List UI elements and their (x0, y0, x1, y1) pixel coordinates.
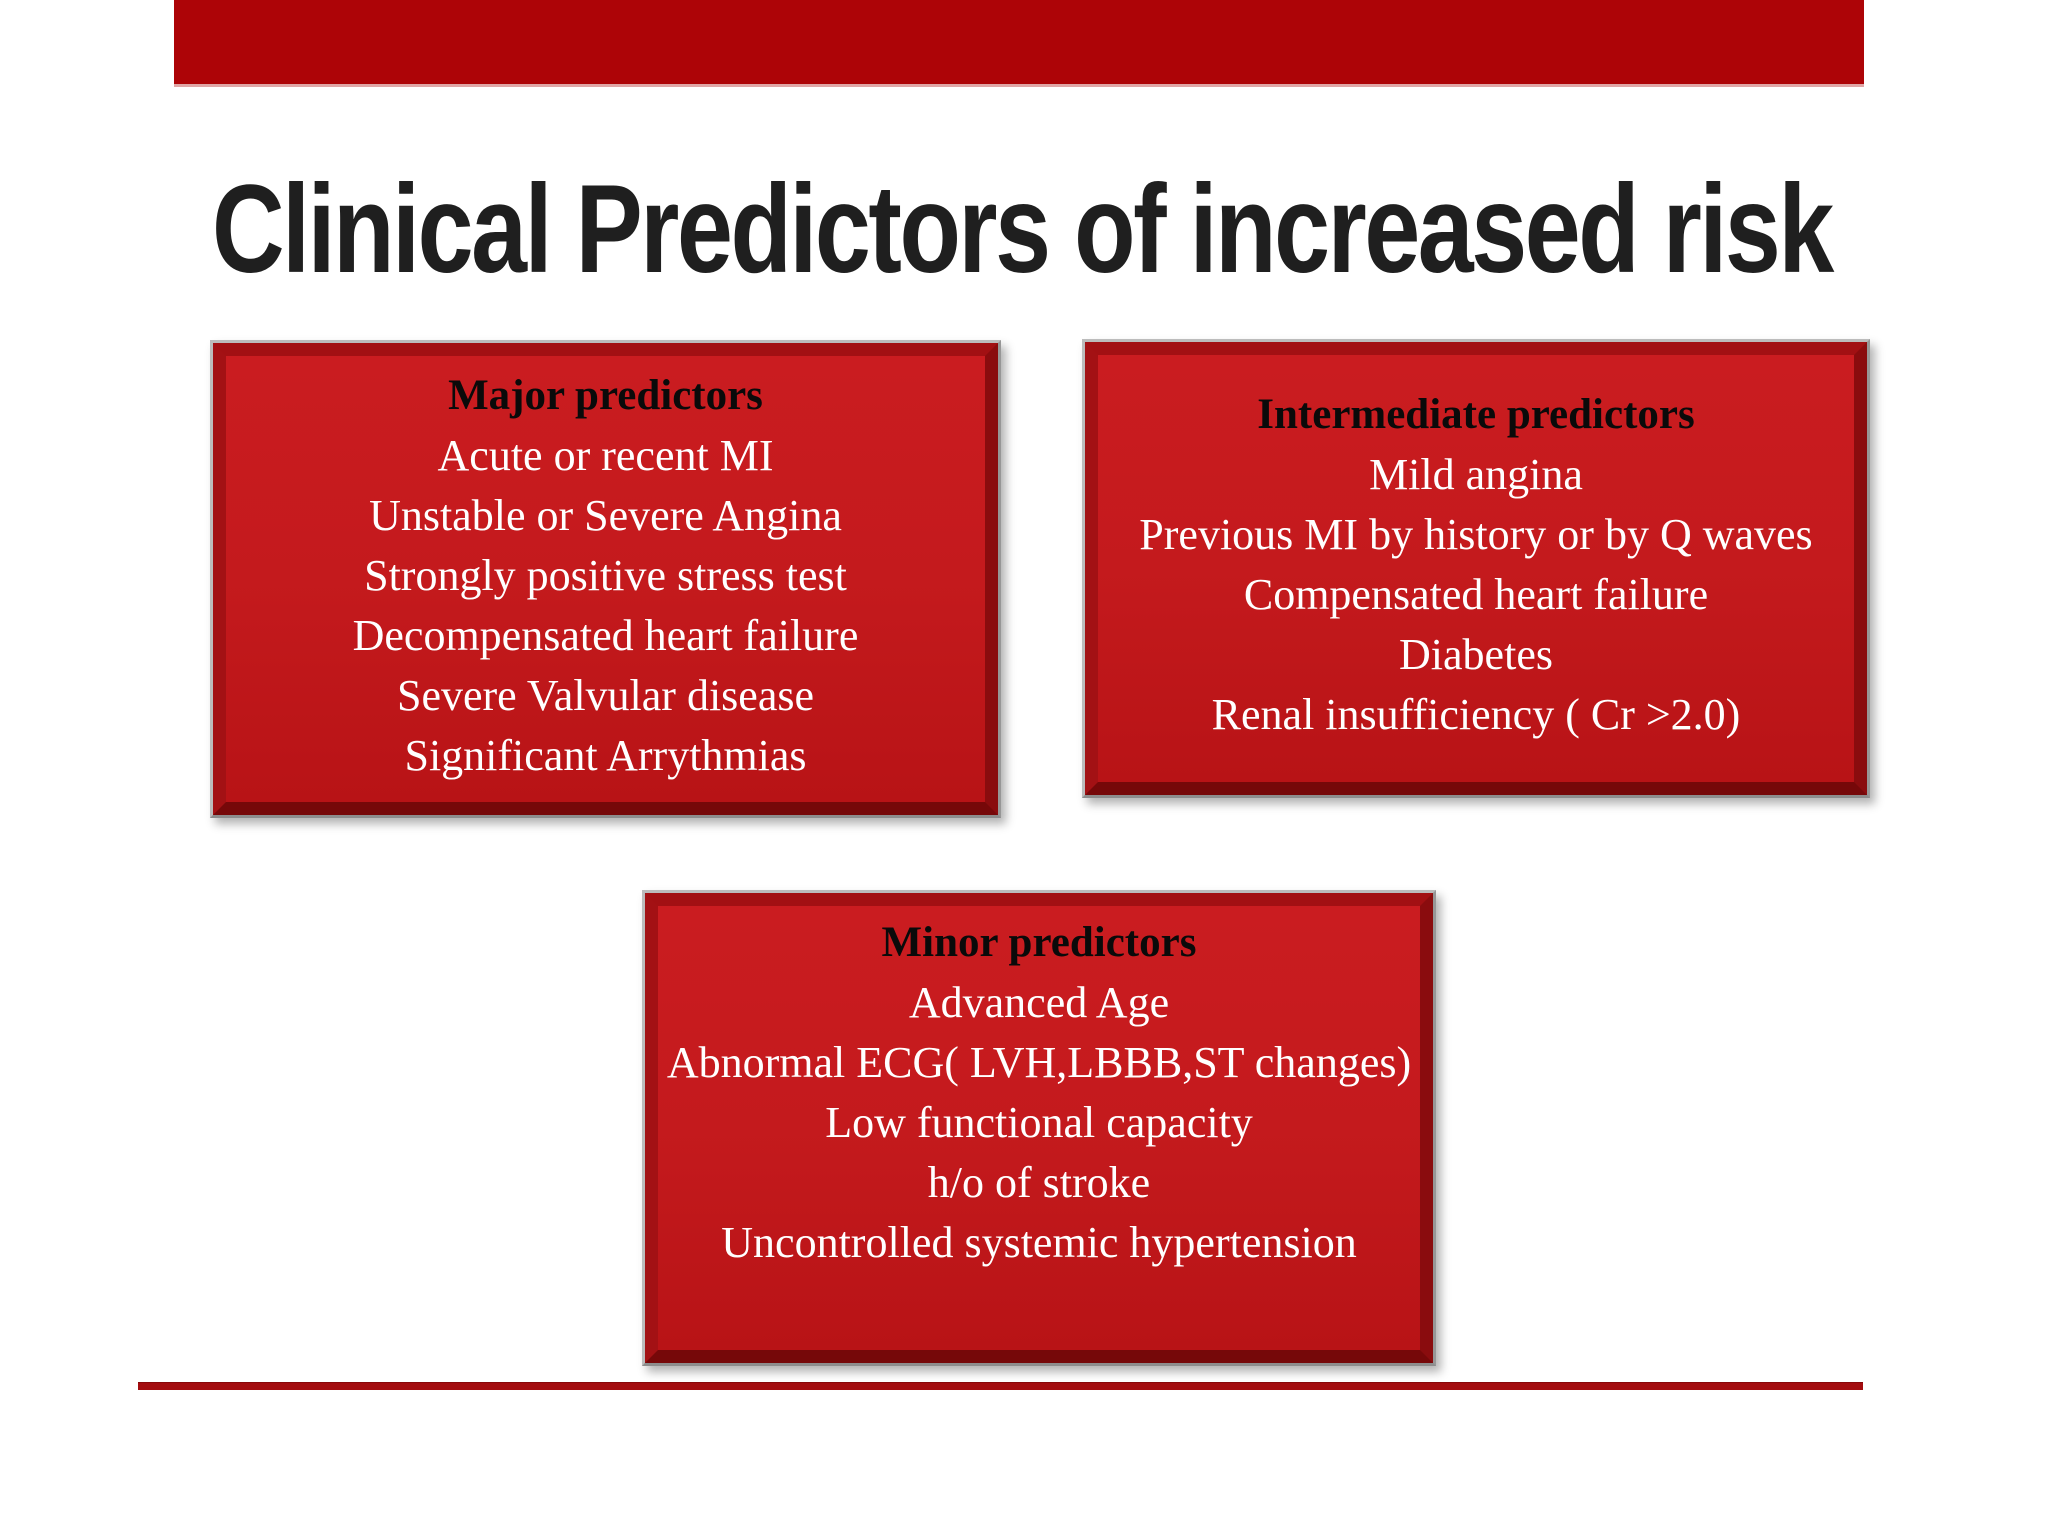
minor-box-content: Minor predictors Advanced Age Abnormal E… (658, 906, 1420, 1350)
list-item: Unstable or Severe Angina (369, 491, 842, 540)
list-item: Diabetes (1399, 630, 1553, 679)
list-item: Acute or recent MI (437, 431, 774, 480)
major-predictors-heading: Major predictors (448, 372, 763, 419)
slide-title: Clinical Predictors of increased risk (212, 160, 1834, 299)
intermediate-predictors-box: Intermediate predictors Mild angina Prev… (1082, 339, 1870, 798)
major-box-content: Major predictors Acute or recent MI Unst… (226, 356, 985, 802)
intermediate-box-content: Intermediate predictors Mild angina Prev… (1098, 355, 1854, 782)
list-item: Advanced Age (908, 978, 1170, 1027)
major-box-bevel-frame: Major predictors Acute or recent MI Unst… (213, 343, 998, 815)
minor-box-bevel-frame: Minor predictors Advanced Age Abnormal E… (645, 893, 1433, 1363)
list-item: h/o of stroke (927, 1158, 1151, 1207)
top-accent-bar (174, 0, 1864, 87)
list-item: Decompensated heart failure (352, 611, 859, 660)
list-item: Renal insufficiency ( Cr >2.0) (1211, 690, 1741, 739)
slide-title-text: Clinical Predictors of increased risk (212, 160, 1834, 299)
list-item: Previous MI by history or by Q waves (1139, 510, 1813, 559)
bottom-divider-line (138, 1382, 1863, 1390)
list-item: Strongly positive stress test (364, 551, 847, 600)
list-item: Low functional capacity (825, 1098, 1253, 1147)
minor-predictors-box: Minor predictors Advanced Age Abnormal E… (642, 890, 1436, 1366)
minor-predictors-heading: Minor predictors (881, 919, 1197, 966)
list-item: Mild angina (1369, 450, 1583, 499)
list-item: Uncontrolled systemic hypertension (721, 1218, 1357, 1267)
major-predictors-box: Major predictors Acute or recent MI Unst… (210, 340, 1001, 818)
list-item: Abnormal ECG( LVH,LBBB,ST changes) (666, 1038, 1412, 1087)
list-item: Severe Valvular disease (396, 671, 815, 720)
list-item: Significant Arrythmias (404, 731, 807, 780)
intermediate-predictors-heading: Intermediate predictors (1257, 391, 1695, 438)
list-item: Compensated heart failure (1243, 570, 1709, 619)
intermediate-box-bevel-frame: Intermediate predictors Mild angina Prev… (1085, 342, 1867, 795)
